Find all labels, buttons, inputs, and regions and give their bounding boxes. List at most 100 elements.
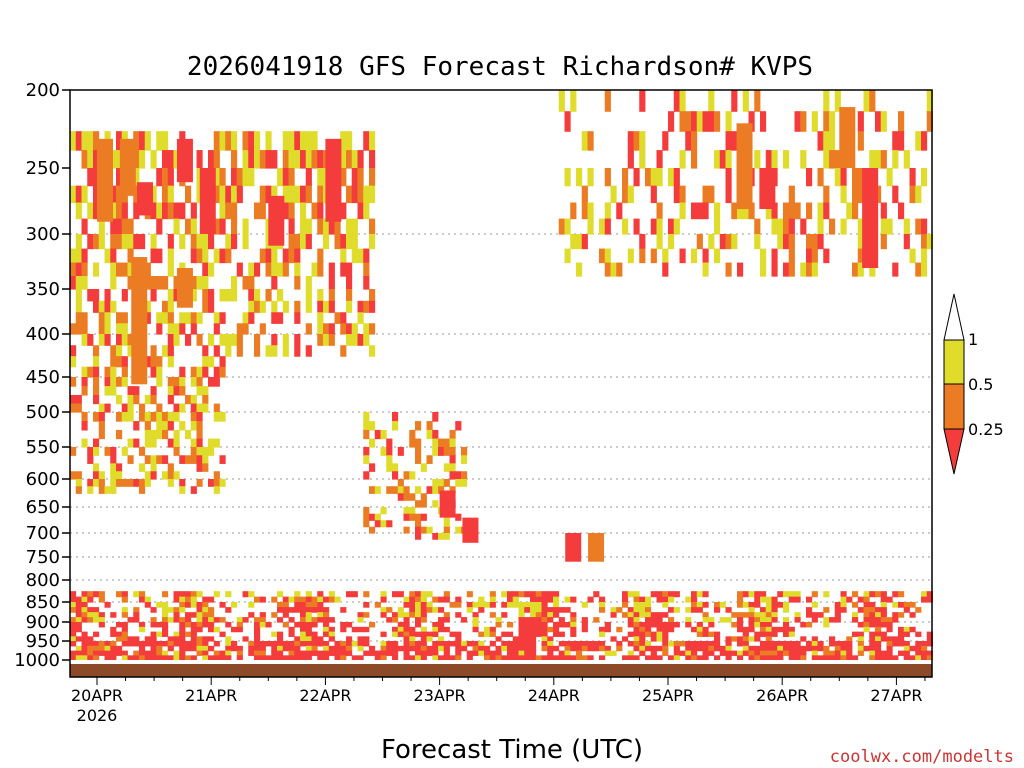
ri-cell (892, 131, 899, 151)
ri-cell (202, 455, 209, 464)
ri-cell (668, 596, 675, 603)
ri-cell (81, 366, 88, 378)
ri-cell (185, 591, 192, 598)
ri-cell (420, 500, 427, 508)
ri-cell (305, 641, 312, 647)
ri-cell (880, 602, 887, 608)
y-tick-label: 200 (26, 80, 60, 101)
ri-cell (438, 438, 445, 448)
ri-cell (415, 631, 422, 637)
ri-cell (541, 602, 548, 608)
ri-cell (403, 650, 410, 656)
ri-cell (369, 513, 376, 521)
ri-cell (156, 622, 163, 628)
ri-cell (702, 602, 709, 608)
ri-cell (185, 429, 192, 440)
ri-cell (305, 150, 312, 169)
ri-cell (880, 612, 887, 618)
ri-cell (679, 111, 686, 132)
ri-cell (909, 248, 916, 264)
ri-cell (93, 356, 100, 368)
ri-cell (921, 645, 928, 652)
ri-cell (150, 234, 157, 250)
ri-cell (806, 234, 813, 250)
ri-cell (81, 438, 88, 448)
ri-cell (599, 645, 606, 652)
ri-cell (87, 479, 94, 487)
ri-cell (880, 631, 887, 637)
ri-cell (553, 591, 560, 598)
ri-cell (196, 641, 203, 647)
ri-cell (323, 655, 330, 661)
ri-cell (639, 641, 646, 647)
ri-cell (225, 622, 232, 628)
x-axis: 20APR 21APR 22APR 23APR 24APR 25APR 26APR 27APR… (71, 677, 926, 725)
ri-cell (294, 131, 301, 151)
ri-cell (219, 248, 226, 264)
ri-cell (196, 438, 203, 448)
ri-cell (93, 412, 100, 422)
ri-cell (121, 612, 128, 618)
ri-cell (271, 345, 278, 357)
ri-cell (443, 533, 450, 540)
ri-cell (512, 602, 519, 608)
ri-cell (87, 645, 94, 652)
ri-cell (282, 641, 289, 647)
ri-cell (633, 645, 640, 652)
ri-cell (432, 500, 439, 508)
ri-region (97, 138, 113, 222)
ri-cell (374, 520, 381, 528)
ri-cell (162, 168, 169, 187)
ri-cell (288, 185, 295, 204)
ri-cell (179, 641, 186, 647)
ri-cell (305, 234, 312, 250)
ri-cell (415, 447, 422, 456)
ri-cell (75, 276, 82, 290)
ri-cell (771, 612, 778, 618)
ri-cell (771, 645, 778, 652)
ri-cell (610, 185, 617, 204)
y-tick-label: 450 (26, 367, 60, 388)
ri-cell (185, 631, 192, 637)
ri-cell (892, 636, 899, 642)
ri-cell (144, 438, 151, 448)
ri-cell (231, 150, 238, 169)
ri-cell (725, 150, 732, 169)
ri-cell (495, 655, 502, 661)
ri-cell (196, 626, 203, 633)
ri-cell (346, 641, 353, 647)
ri-cell (765, 631, 772, 637)
ri-cell (811, 234, 818, 250)
ri-cell (846, 636, 853, 642)
ri-cell (351, 323, 358, 335)
ri-cell (530, 655, 537, 661)
ri-cell (127, 262, 134, 277)
ri-cell (811, 248, 818, 264)
x-year-label: 2026 (77, 706, 118, 725)
ri-cell (679, 150, 686, 169)
ri-cell (190, 596, 197, 603)
ri-cell (420, 617, 427, 623)
ri-cell (196, 168, 203, 187)
ri-cell (104, 655, 111, 661)
ri-cell (708, 650, 715, 656)
ri-cell (254, 641, 261, 647)
ri-cell (386, 455, 393, 464)
ri-cell (754, 622, 761, 628)
ri-cell (93, 447, 100, 456)
ri-cell (110, 486, 117, 494)
ri-cell (650, 650, 657, 656)
ri-cell (144, 602, 151, 608)
ri-cell (167, 334, 174, 346)
ri-cell (656, 234, 663, 250)
ri-cell (702, 617, 709, 623)
ri-cell (351, 591, 358, 598)
ri-cell (656, 622, 663, 628)
ri-cell (116, 356, 123, 368)
ri-cell (254, 345, 261, 357)
ri-cell (190, 438, 197, 448)
ri-cell (98, 479, 105, 487)
ri-cell (771, 650, 778, 656)
ri-cell (219, 334, 226, 346)
ri-cell (443, 641, 450, 647)
